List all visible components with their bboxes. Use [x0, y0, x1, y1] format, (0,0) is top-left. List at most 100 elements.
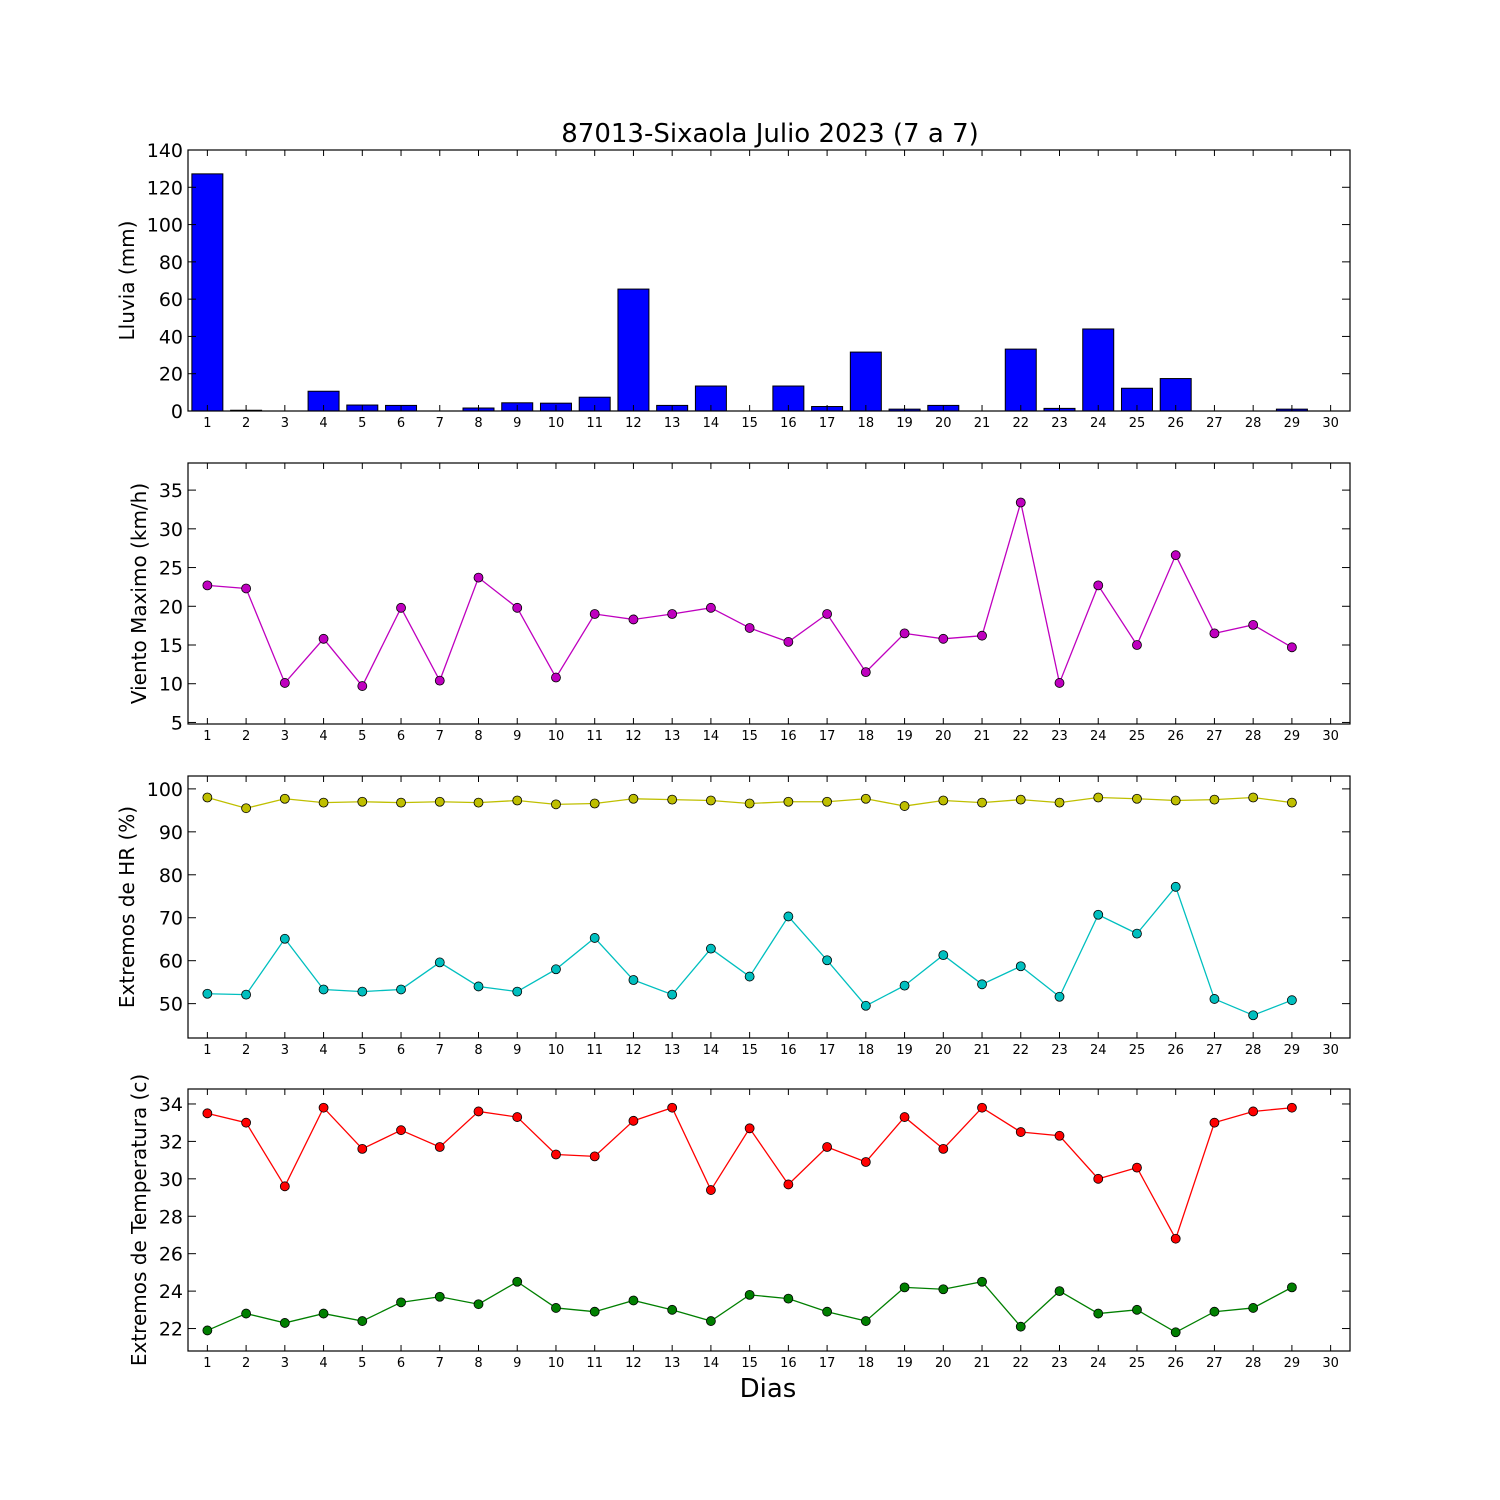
x-tick-label: 19	[896, 729, 913, 744]
point-s1-day-21	[977, 1102, 987, 1113]
y-tick-label: 80	[159, 865, 183, 887]
point-s1-day-16	[783, 1179, 794, 1190]
point-s1-day-1	[202, 792, 213, 803]
x-tick-label: 9	[513, 1356, 521, 1371]
x-tick-label: 24	[1090, 1043, 1107, 1058]
x-tick-label: 14	[703, 729, 720, 744]
point-s1-day-25	[1132, 640, 1142, 650]
point-s2-day-2	[241, 989, 252, 1000]
point-s1-day-17	[822, 609, 832, 619]
x-tick-label: 14	[703, 1043, 720, 1058]
series-line-2	[207, 1280, 1293, 1334]
point-s1-day-27	[1209, 794, 1220, 805]
x-tick-label: 11	[586, 1356, 603, 1371]
x-tick-label: 17	[819, 1356, 836, 1371]
y-tick-label: 30	[159, 1169, 183, 1191]
point-s1-day-14	[706, 1185, 716, 1195]
point-s1-day-17	[822, 796, 832, 807]
point-s2-day-20	[938, 950, 949, 961]
x-tick-label: 28	[1245, 1043, 1262, 1058]
y-tick-label: 24	[159, 1281, 183, 1303]
x-tick-label: 3	[281, 1356, 289, 1371]
point-s1-day-10	[551, 672, 561, 683]
x-tick-label: 15	[741, 1043, 758, 1058]
point-s2-day-5	[357, 986, 368, 997]
x-tick-label: 20	[935, 1043, 952, 1058]
x-tick-label: 2	[242, 1356, 250, 1371]
point-s1-day-7	[434, 1142, 445, 1152]
point-s2-day-9	[512, 1276, 523, 1287]
point-s1-day-12	[628, 614, 639, 625]
point-s1-day-28	[1248, 619, 1259, 630]
point-s1-day-28	[1248, 792, 1259, 803]
point-s2-day-7	[434, 1291, 445, 1302]
x-tick-label: 2	[242, 729, 250, 744]
x-tick-label: 14	[703, 416, 720, 431]
x-tick-label: 6	[397, 1356, 405, 1371]
x-tick-label: 24	[1090, 416, 1107, 431]
x-tick-label: 29	[1284, 416, 1301, 431]
point-s1-day-1	[202, 1108, 213, 1119]
plot-frame	[187, 1088, 1351, 1352]
x-tick-label: 17	[819, 1043, 836, 1058]
y-tick-label: 26	[159, 1244, 183, 1266]
point-s2-day-4	[318, 1308, 329, 1319]
x-tick-label: 4	[319, 416, 327, 431]
x-tick-label: 15	[741, 416, 758, 431]
point-s1-day-22	[1015, 497, 1026, 508]
y-tick-label: 0	[171, 401, 183, 423]
series-line-2	[207, 885, 1293, 1016]
y-tick-label: 140	[147, 140, 183, 162]
point-s1-day-16	[783, 637, 794, 647]
y-tick-label: 32	[159, 1131, 183, 1153]
point-s1-day-6	[396, 602, 406, 613]
point-s2-day-18	[860, 1316, 871, 1326]
point-s2-day-6	[396, 1297, 406, 1308]
point-s2-day-14	[706, 943, 716, 954]
point-s1-day-11	[589, 609, 600, 619]
point-s2-day-7	[434, 957, 445, 968]
point-s2-day-22	[1015, 1321, 1026, 1332]
point-s1-day-18	[860, 793, 871, 804]
x-tick-label: 22	[1012, 1356, 1029, 1371]
x-tick-label: 1	[203, 416, 211, 431]
y-axis-label: Extremos de HR (%)	[115, 806, 139, 1008]
point-s2-day-11	[589, 1306, 600, 1317]
y-tick-label: 90	[159, 822, 183, 844]
x-tick-label: 7	[436, 1356, 444, 1371]
x-tick-label: 5	[358, 729, 366, 744]
y-tick-label: 15	[159, 635, 183, 657]
point-s2-day-25	[1132, 928, 1142, 939]
x-tick-label: 2	[242, 1043, 250, 1058]
x-tick-label: 29	[1284, 1356, 1301, 1371]
x-tick-label: 19	[896, 1356, 913, 1371]
point-s1-day-20	[938, 1143, 949, 1154]
point-s1-day-13	[667, 609, 678, 619]
x-tick-label: 14	[703, 1356, 720, 1371]
bar-day-18	[849, 351, 882, 412]
x-tick-label: 27	[1206, 1043, 1223, 1058]
point-s1-day-29	[1287, 1102, 1297, 1113]
y-tick-label: 80	[159, 252, 183, 274]
point-s1-day-15	[744, 1123, 755, 1134]
x-tick-label: 19	[896, 1043, 913, 1058]
y-tick-label: 100	[147, 215, 183, 237]
x-tick-label: 28	[1245, 416, 1262, 431]
point-s1-day-8	[473, 1106, 484, 1117]
point-s1-day-8	[473, 797, 484, 808]
point-s1-day-15	[744, 623, 755, 633]
point-s2-day-17	[822, 955, 832, 966]
point-s1-day-18	[860, 1157, 871, 1167]
x-tick-label: 25	[1129, 416, 1146, 431]
point-s1-day-25	[1132, 1162, 1142, 1173]
point-s1-day-9	[512, 602, 523, 613]
point-s2-day-29	[1287, 995, 1297, 1006]
point-s2-day-27	[1209, 1306, 1220, 1317]
point-s1-day-14	[706, 602, 716, 613]
x-tick-label: 20	[935, 729, 952, 744]
x-tick-label: 8	[474, 416, 482, 431]
point-s2-day-28	[1248, 1303, 1259, 1313]
x-tick-label: 13	[664, 1356, 681, 1371]
